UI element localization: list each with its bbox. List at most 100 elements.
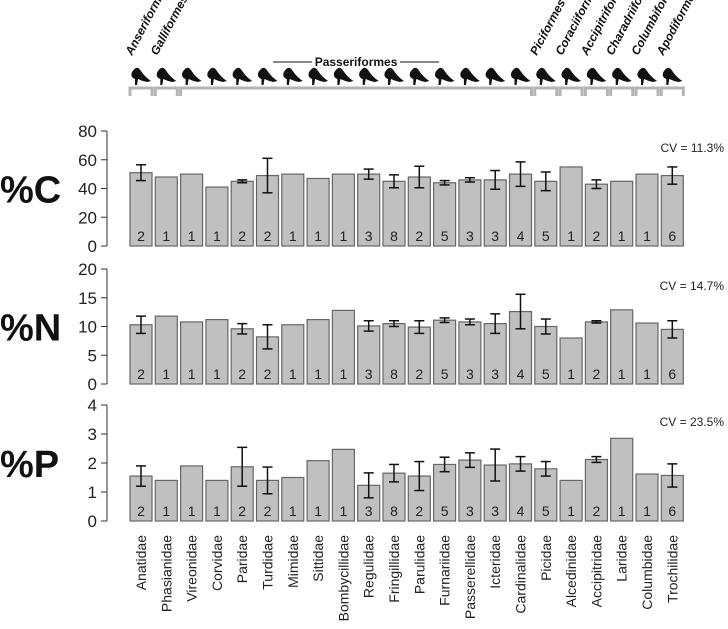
sample-size-label: 3 bbox=[466, 503, 474, 519]
bar-corvidae bbox=[205, 319, 229, 385]
sample-size-label: 5 bbox=[542, 503, 550, 519]
sample-size-label: 1 bbox=[340, 503, 348, 519]
sample-size-label: 1 bbox=[188, 366, 196, 382]
category-label: Trochilidae bbox=[664, 535, 680, 603]
order-bracket bbox=[634, 86, 660, 96]
category-label: Icteridae bbox=[487, 535, 503, 589]
bar-laridae bbox=[610, 309, 634, 385]
category-label: Alcedinidae bbox=[563, 535, 579, 608]
sample-size-label: 1 bbox=[162, 503, 170, 519]
bar-mimidae bbox=[281, 324, 305, 385]
y-tick-label: 0 bbox=[88, 512, 97, 531]
bar-alcedinidae bbox=[559, 479, 583, 522]
bar-phasianidae bbox=[154, 479, 178, 522]
y-tick-label: 2 bbox=[88, 454, 97, 473]
sample-size-label: 1 bbox=[567, 228, 575, 244]
bird-silhouette-icon bbox=[612, 67, 632, 85]
sample-size-label: 1 bbox=[289, 503, 297, 519]
sample-size-label: 1 bbox=[618, 228, 626, 244]
category-label: Picidae bbox=[538, 535, 554, 581]
y-tick-label: 60 bbox=[78, 151, 97, 170]
bird-silhouette-icon bbox=[485, 67, 506, 85]
sample-size-label: 1 bbox=[567, 366, 575, 382]
y-tick-label: 5 bbox=[88, 346, 97, 365]
sample-size-label: 5 bbox=[441, 503, 449, 519]
category-label: Paridae bbox=[234, 535, 250, 583]
y-tick-label: 20 bbox=[78, 260, 97, 279]
sample-size-label: 4 bbox=[517, 503, 525, 519]
sample-size-label: 8 bbox=[390, 366, 398, 382]
sample-size-label: 8 bbox=[390, 503, 398, 519]
sample-size-label: 1 bbox=[162, 228, 170, 244]
sample-size-label: 2 bbox=[264, 228, 272, 244]
sample-size-label: 1 bbox=[289, 366, 297, 382]
bird-silhouette-icon bbox=[409, 67, 430, 85]
sample-size-label: 2 bbox=[238, 366, 246, 382]
bar-laridae bbox=[610, 180, 634, 247]
bar-alcedinidae bbox=[559, 337, 583, 385]
sample-size-label: 2 bbox=[137, 503, 145, 519]
category-label: Cardinalidae bbox=[513, 535, 529, 614]
y-tick-label: 3 bbox=[88, 425, 97, 444]
sample-size-label: 1 bbox=[213, 366, 221, 382]
bar-bombycillidae bbox=[331, 448, 355, 522]
bar-columbidae bbox=[635, 173, 659, 247]
order-bracket bbox=[128, 86, 154, 96]
sample-size-label: 6 bbox=[668, 503, 676, 519]
sample-size-label: 2 bbox=[593, 228, 601, 244]
sample-size-label: 1 bbox=[314, 366, 322, 382]
sample-size-label: 1 bbox=[314, 503, 322, 519]
category-label: Anatidae bbox=[133, 535, 149, 590]
sample-size-label: 1 bbox=[643, 228, 651, 244]
bird-silhouette-icon bbox=[182, 67, 202, 85]
category-label: Vireonidae bbox=[184, 535, 200, 602]
bird-silhouette-icon bbox=[561, 67, 582, 85]
bird-silhouette-icon bbox=[435, 67, 455, 85]
sample-size-label: 1 bbox=[618, 503, 626, 519]
category-label: Parulidae bbox=[411, 535, 427, 594]
sample-size-label: 1 bbox=[643, 366, 651, 382]
order-bracket bbox=[153, 86, 179, 96]
category-label: Columbidae bbox=[639, 535, 655, 610]
sample-size-label: 3 bbox=[466, 228, 474, 244]
category-label: Passerellidae bbox=[462, 535, 478, 619]
panel-title: %C bbox=[0, 170, 61, 212]
category-label: Bombycillidae bbox=[335, 535, 351, 622]
sample-size-label: 1 bbox=[314, 228, 322, 244]
bar-corvidae bbox=[205, 186, 229, 247]
category-label: Phasianidae bbox=[158, 535, 174, 612]
bird-silhouette-icon bbox=[384, 67, 404, 85]
category-label: Corvidae bbox=[209, 535, 225, 591]
sample-size-label: 1 bbox=[162, 366, 170, 382]
sample-size-label: 3 bbox=[466, 366, 474, 382]
category-label: Sittidae bbox=[310, 535, 326, 582]
sample-size-label: 3 bbox=[365, 228, 373, 244]
category-label: Laridae bbox=[614, 535, 630, 582]
order-bracket bbox=[659, 86, 685, 96]
y-tick-label: 0 bbox=[88, 237, 97, 256]
sample-size-label: 2 bbox=[593, 366, 601, 382]
bar-sittidae bbox=[306, 319, 330, 385]
bar-bombycillidae bbox=[331, 173, 355, 247]
order-bracket bbox=[558, 86, 584, 96]
sample-size-label: 3 bbox=[491, 228, 499, 244]
category-label: Mimidae bbox=[285, 535, 301, 588]
bird-silhouette-icon bbox=[156, 67, 177, 85]
category-label: Turdidae bbox=[260, 535, 276, 590]
bird-silhouette-icon bbox=[207, 67, 227, 85]
bar-vireonidae bbox=[180, 321, 204, 385]
sample-size-label: 2 bbox=[415, 228, 423, 244]
y-tick-label: 1 bbox=[88, 483, 97, 502]
bar-laridae bbox=[610, 437, 634, 522]
sample-size-label: 2 bbox=[238, 228, 246, 244]
bar-columbidae bbox=[635, 322, 659, 385]
sample-size-label: 1 bbox=[188, 228, 196, 244]
y-tick-label: 0 bbox=[88, 375, 97, 394]
sample-size-label: 6 bbox=[668, 366, 676, 382]
panel-title: %P bbox=[0, 444, 59, 486]
sample-size-label: 4 bbox=[517, 228, 525, 244]
bar-sittidae bbox=[306, 460, 330, 522]
sample-size-label: 2 bbox=[415, 366, 423, 382]
sample-size-label: 2 bbox=[137, 228, 145, 244]
bird-silhouette-icon bbox=[510, 67, 531, 85]
